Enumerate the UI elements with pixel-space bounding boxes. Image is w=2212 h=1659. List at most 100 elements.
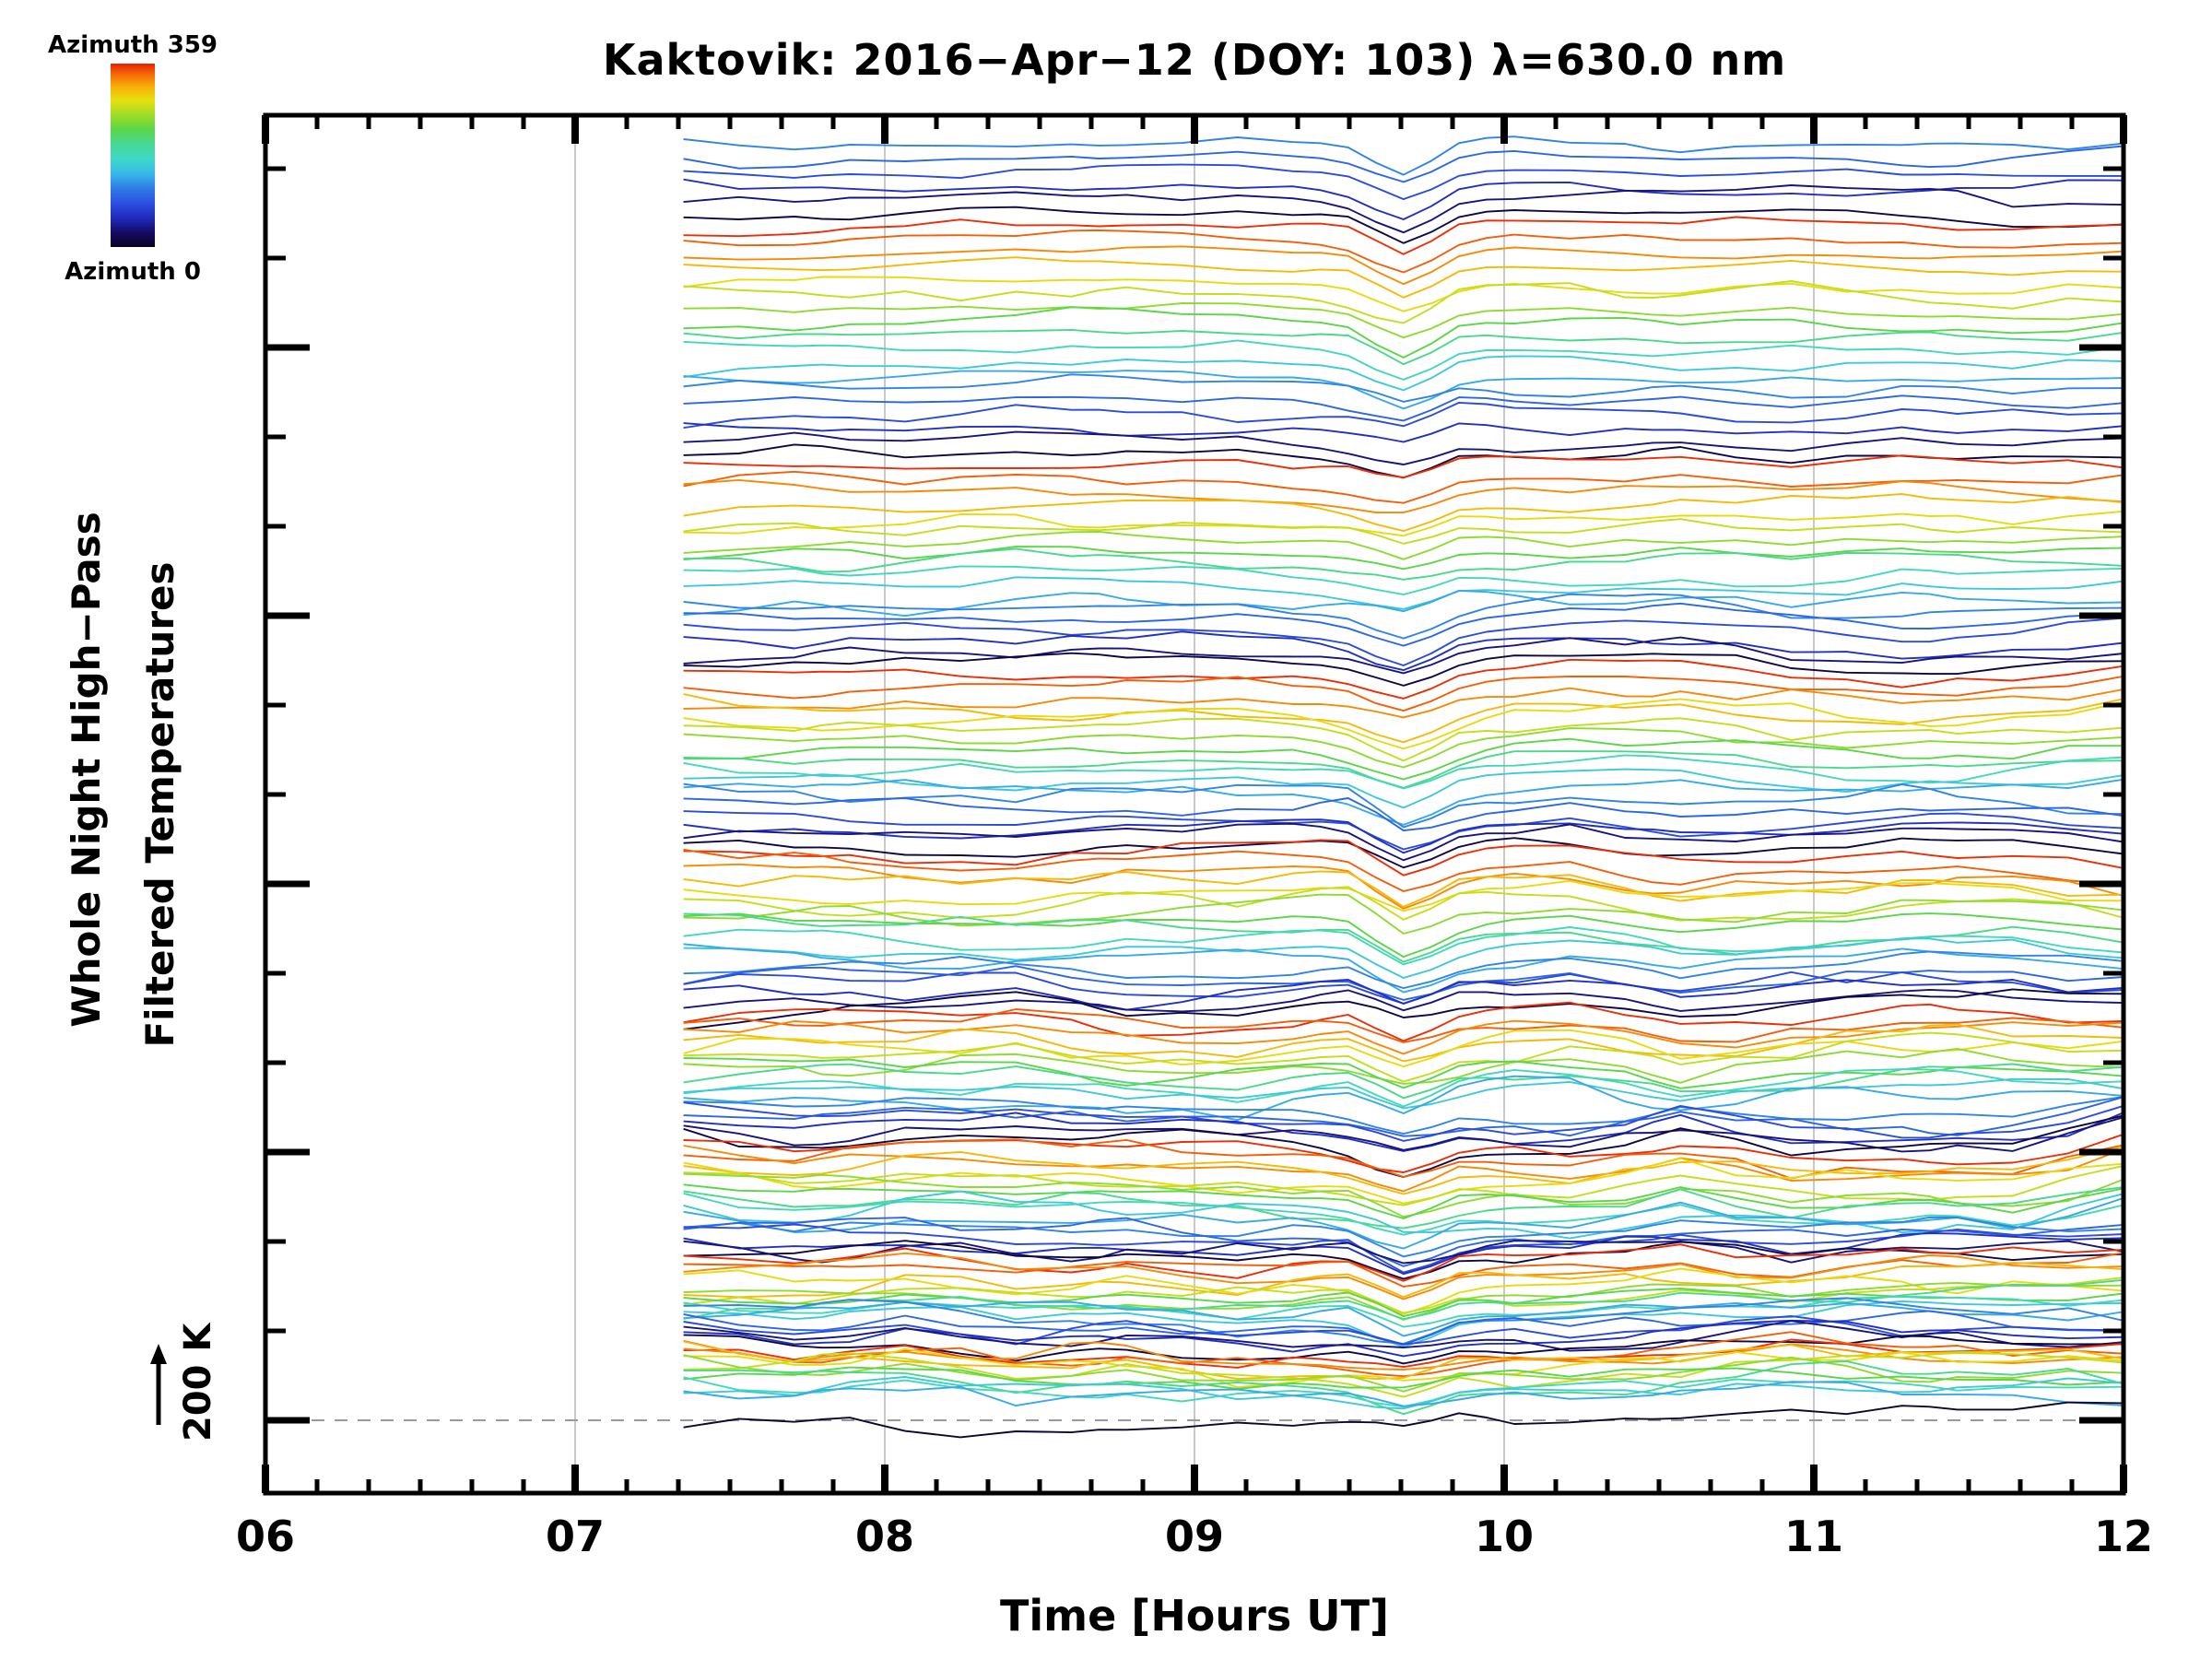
temperature-trace [683,1101,2124,1142]
temperature-trace [683,1347,2124,1389]
temperature-trace [683,1186,2124,1230]
x-tick-label: 10 [1474,1512,1534,1561]
colorbar-gradient [111,64,155,247]
temperature-trace [683,470,2124,504]
temperature-trace [683,1216,2124,1258]
temperature-trace [683,1172,2124,1218]
temperature-trace [683,797,2124,832]
temperature-trace [683,1252,2124,1300]
temperature-trace [683,1340,2124,1381]
temperature-trace [683,1138,2124,1180]
x-tick-label: 07 [545,1512,605,1561]
temperature-trace [683,1063,2124,1100]
temperature-trace [683,276,2124,312]
temperature-trace [683,737,2124,781]
temperature-trace [683,1381,2124,1407]
temperature-trace [683,687,2124,719]
chart-title: Kaktovik: 2016−Apr−12 (DOY: 103) λ=630.0… [602,35,1787,85]
colorbar-label-max: Azimuth 359 [47,31,218,59]
temperature-trace [683,145,2124,183]
temperature-trace [683,630,2124,672]
temperature-trace [683,1217,2124,1267]
temperature-trace [683,693,2124,744]
temperature-trace [683,280,2124,324]
temperature-trace [683,1077,2124,1110]
temperature-trace [683,602,2124,647]
temperature-trace [683,1331,2124,1378]
temperature-trace [683,1243,2124,1282]
temperature-trace [683,1008,2124,1043]
x-axis-label: Time [Hours UT] [1000,1591,1389,1641]
y-axis-label-line2: Filtered Temperatures [137,561,182,1048]
temperature-trace [683,306,2124,359]
temperature-trace [683,135,2124,176]
temperature-trace [683,1068,2124,1108]
temperature-trace [683,1031,2124,1083]
temperature-trace [683,530,2124,560]
temperature-trace [683,373,2124,403]
temperature-trace [683,1300,2124,1337]
temperature-trace [683,454,2124,479]
temperature-trace [683,1114,2124,1179]
temperature-trace [683,818,2124,854]
x-tick-label: 09 [1164,1512,1224,1561]
temperature-trace [683,339,2124,381]
temperature-trace [683,768,2124,809]
temperature-trace [683,1232,2124,1276]
temperature-trace [683,912,2124,959]
temperature-trace [683,1157,2124,1205]
temperature-trace [683,1277,2124,1314]
temperature-trace [683,163,2124,201]
temperature-trace [683,302,2124,339]
temperature-trace [683,1190,2124,1240]
temperature-trace [683,1288,2124,1318]
temperature-trace [683,206,2124,244]
temperature-trace [683,1029,2124,1068]
temperature-trace [683,754,2124,790]
temperature-trace [683,782,2124,829]
temperature-trace [683,837,2124,869]
temperature-trace [683,518,2124,545]
temperature-trace [683,1240,2124,1280]
temperature-trace [683,178,2124,220]
temperature-trace [683,1352,2124,1398]
temperature-trace [683,1240,2124,1265]
temperature-trace [683,636,2124,675]
temperature-trace [683,370,2124,410]
temperature-trace [683,1366,2124,1390]
temperature-trace [683,593,2124,640]
temperature-trace [683,810,2124,851]
temperature-trace [683,778,2124,826]
temperature-trace [683,1376,2124,1410]
temperature-trace [683,617,2124,666]
offset-scale-label: 200 K [177,1323,219,1441]
temperature-trace [683,422,2124,443]
x-tick-label: 12 [2093,1512,2153,1561]
temperature-trace [683,1320,2124,1352]
temperature-trace [683,1359,2124,1416]
temperature-trace [683,675,2124,712]
temperature-trace [683,879,2124,912]
temperature-trace [683,863,2124,910]
temperature-trace [683,1401,2124,1439]
temperature-trace [683,1075,2124,1122]
x-tick-label: 06 [235,1512,295,1561]
x-tick-label: 11 [1783,1512,1843,1561]
temperature-trace [683,256,2124,299]
temperature-trace [683,848,2124,892]
temperature-trace [683,1164,2124,1206]
temperature-trace [683,547,2124,581]
temperature-trace [683,245,2124,286]
temperature-trace [683,988,2124,1013]
temperature-trace [683,576,2124,610]
temperature-trace [683,950,2124,990]
temperature-trace [683,893,2124,935]
temperature-trace [683,443,2124,479]
temperature-trace [683,1001,2124,1042]
temperature-trace [683,1112,2124,1152]
temperature-trace [683,430,2124,465]
temperature-trace [683,1334,2124,1365]
temperature-trace [683,937,2124,979]
temperature-trace [683,839,2124,877]
